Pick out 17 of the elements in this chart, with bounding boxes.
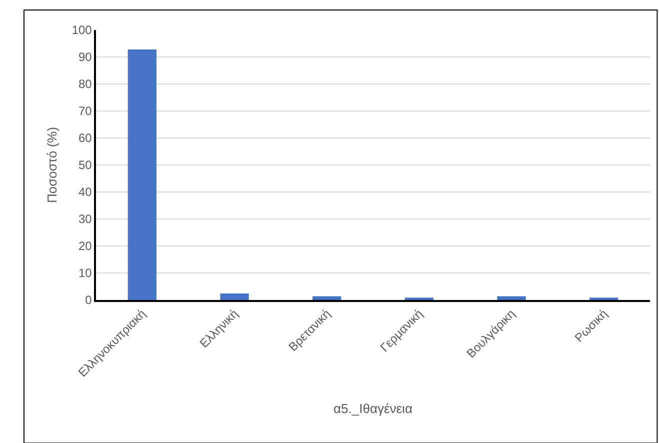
y-tick-label: 30 xyxy=(78,212,92,226)
y-tick-label: 20 xyxy=(78,239,92,254)
y-tick-label: 50 xyxy=(78,158,92,172)
y-tick-label: 10 xyxy=(78,266,92,280)
y-axis-title: Ποσοστό (%) xyxy=(44,126,60,204)
bar xyxy=(220,294,249,300)
y-tick-label: 60 xyxy=(78,131,92,146)
bar xyxy=(128,49,156,300)
y-tick-label: 100 xyxy=(72,23,92,38)
x-axis-title: α5._Ιθαγένεια xyxy=(334,400,413,416)
y-tick-label: 70 xyxy=(78,104,92,118)
bar xyxy=(497,296,526,300)
y-tick-label: 80 xyxy=(78,77,92,92)
bar xyxy=(312,296,342,300)
y-tick-label: 40 xyxy=(78,185,92,200)
y-tick-label: 90 xyxy=(78,50,92,64)
y-tick-label: 0 xyxy=(85,293,92,308)
